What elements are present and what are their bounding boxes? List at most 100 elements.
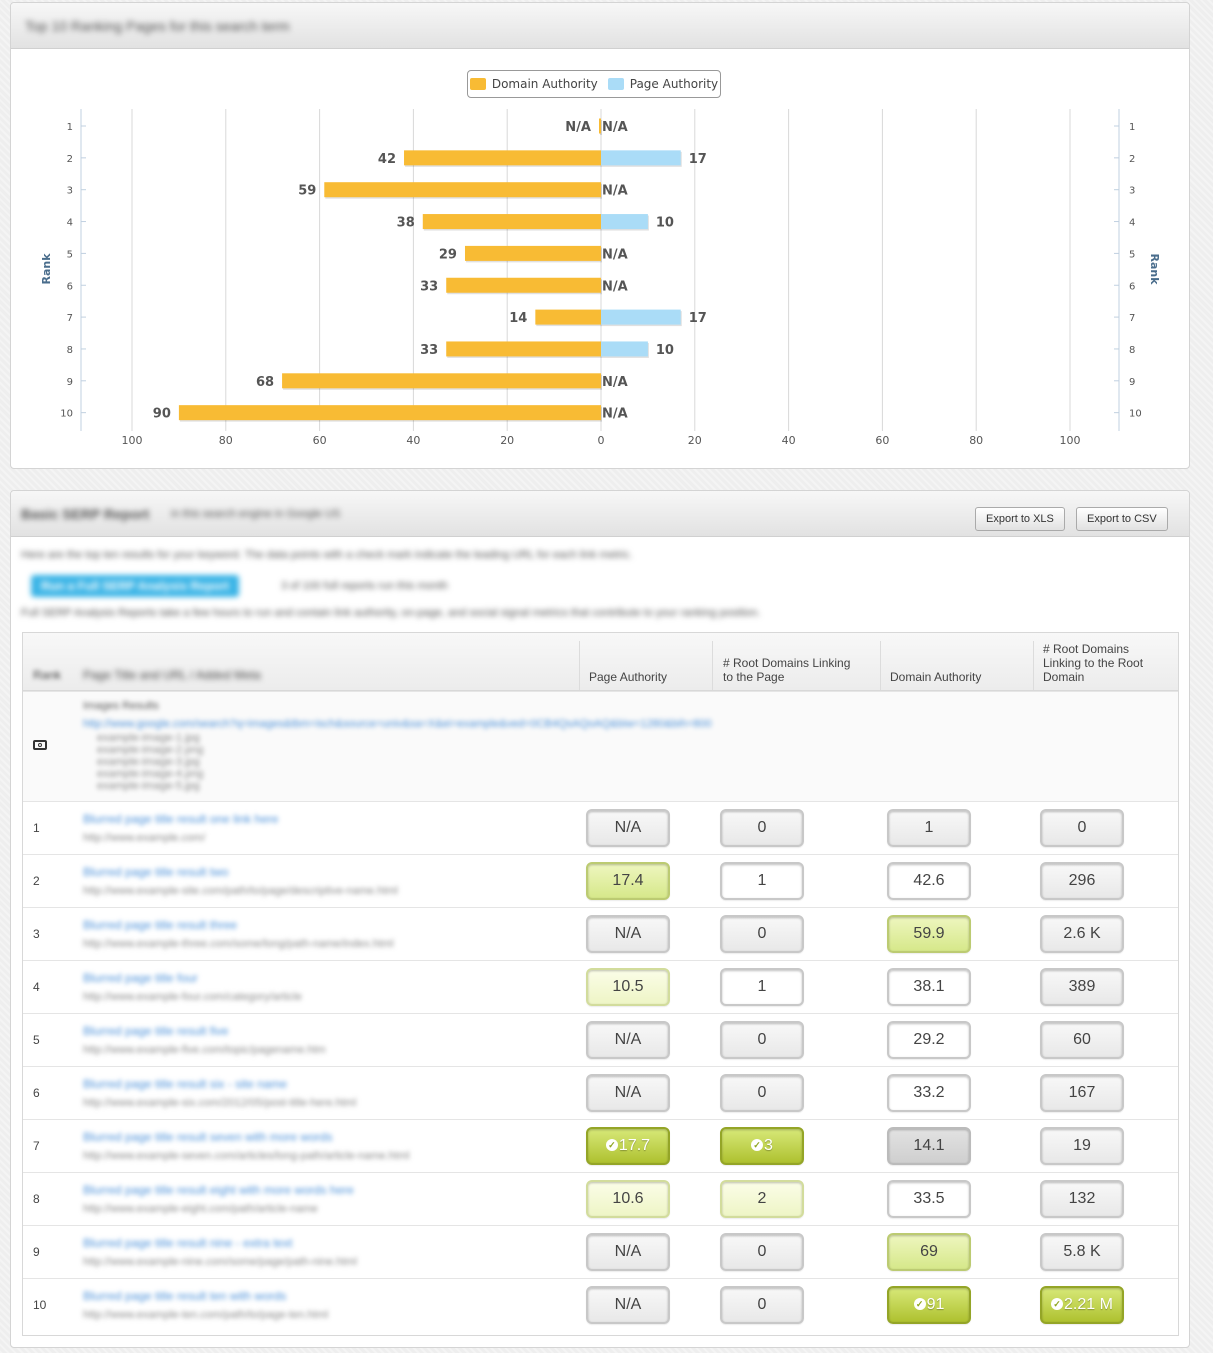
domain-authority-label: 14 <box>509 311 527 326</box>
x-tick-label: 20 <box>688 434 702 447</box>
legend-label-page-authority: Page Authority <box>629 77 719 91</box>
domain-authority-text: 14.1 <box>913 1137 945 1154</box>
root-domains-domain-text: 60 <box>1073 1031 1091 1048</box>
result-title-link[interactable]: Blurred page title result nine - extra t… <box>83 1236 293 1250</box>
chart-panel-header: Top 10 Ranking Pages for this search ter… <box>11 3 1189 49</box>
root-domains-page-value: 0 <box>720 1233 804 1271</box>
domain-authority-bar <box>422 214 601 230</box>
page-authority-bar <box>601 150 681 166</box>
serp-panel-header: Basic SERP Report in this search engine … <box>11 491 1189 537</box>
page-authority-bar <box>601 341 648 357</box>
run-full-serp-button[interactable]: Run a Full SERP Analysis Report <box>31 575 240 597</box>
page-authority-bar <box>601 309 681 325</box>
page-authority-label: N/A <box>602 407 628 422</box>
col-header-page-authority[interactable]: Page Authority <box>589 670 668 684</box>
root-domains-domain-value: 5.8 K <box>1040 1233 1124 1271</box>
result-url-cell: Blurred page title result seven with mor… <box>83 1130 409 1162</box>
x-tick-label: 40 <box>782 434 796 447</box>
result-url-cell: Blurred page title result one link here h… <box>83 812 278 844</box>
root-domains-page-value: 0 <box>720 1021 804 1059</box>
result-title-link[interactable]: Blurred page title result five <box>83 1024 229 1038</box>
result-title-link[interactable]: Blurred page title result ten with words <box>83 1289 287 1303</box>
result-url-text: http://www.example.com/ <box>83 832 206 844</box>
result-title-link[interactable]: Blurred page title result eight with mor… <box>83 1183 354 1197</box>
col-header-root-domains-domain[interactable]: # Root Domains Linking to the Root Domai… <box>1043 642 1144 684</box>
result-title-link[interactable]: Blurred page title result one link here <box>83 812 279 826</box>
domain-authority-bar <box>324 182 601 198</box>
col-divider <box>712 641 713 690</box>
rank-cell: 4 <box>33 980 40 994</box>
root-domains-domain-text: 389 <box>1068 978 1096 995</box>
root-domains-page-value: 1 <box>720 968 804 1006</box>
bar-chart: 100 80 60 40 20 0 20 40 60 80 100 Rank Rank 1 1 N/A N/A 2… <box>40 109 1161 447</box>
domain-authority-label: 59 <box>298 184 316 199</box>
page-authority-text: N/A <box>614 1243 642 1260</box>
root-domains-domain-text: 0 <box>1077 819 1087 836</box>
table-header: Rank Page Title and URL / Added Meta Pag… <box>23 633 1178 691</box>
page-authority-label: 17 <box>689 311 707 326</box>
images-results-link[interactable]: http://www.google.com/search?q=images&tb… <box>83 718 712 730</box>
rank-cell: 3 <box>33 927 40 941</box>
image-result-item: example-image-3.jpg <box>97 756 200 768</box>
domain-authority-label: N/A <box>565 120 591 135</box>
table-row: 4 Blurred page title four http://www.examp… <box>23 960 1178 1013</box>
domain-authority-label: 90 <box>153 407 171 422</box>
result-title-link[interactable]: Blurred page title result three <box>83 918 238 932</box>
result-url-cell: Blurred page title result eight with mor… <box>83 1183 354 1215</box>
col-divider <box>880 641 881 690</box>
root-domains-domain-text: 5.8 K <box>1063 1243 1101 1260</box>
y-axis-title-right: Rank <box>1148 253 1161 285</box>
col-divider <box>579 641 580 690</box>
root-domains-domain-value: 0 <box>1040 809 1124 847</box>
root-domains-page-text: 1 <box>757 978 767 995</box>
y-tick-label-left: 3 <box>67 186 73 197</box>
domain-authority-text: 42.6 <box>913 872 945 889</box>
result-title-link[interactable]: Blurred page title four <box>83 971 198 985</box>
root-domains-page-text: 0 <box>757 1031 767 1048</box>
root-domains-domain-value: 167 <box>1040 1074 1124 1112</box>
domain-authority-text: 33.5 <box>913 1190 945 1207</box>
domain-authority-value: 14.1 <box>887 1127 971 1165</box>
export-xls-button[interactable]: Export to XLS <box>975 507 1065 531</box>
serp-intro-text: Here are the top ten results for your ke… <box>21 549 633 561</box>
export-csv-button[interactable]: Export to CSV <box>1076 507 1168 531</box>
result-title-link[interactable]: Blurred page title result two <box>83 865 229 879</box>
result-url-text: http://www.example-ten.com/path/to/page-… <box>83 1309 329 1321</box>
col-header-domain-authority[interactable]: Domain Authority <box>890 670 982 684</box>
table-row: 9 Blurred page title result nine - extra … <box>23 1225 1178 1278</box>
x-tick-label: 20 <box>500 434 514 447</box>
page-authority-label: N/A <box>602 375 628 390</box>
page-authority-value: 10.6 <box>586 1180 670 1218</box>
legend-item-page-authority[interactable]: Page Authority <box>607 77 719 91</box>
table-row: 2 Blurred page title result two http://www… <box>23 854 1178 907</box>
x-tick-label: 0 <box>598 434 605 447</box>
page-authority-value: N/A <box>586 1286 670 1324</box>
leading-check-icon: ✓ <box>913 1298 926 1310</box>
result-title-link[interactable]: Blurred page title result six - site nam… <box>83 1077 288 1091</box>
image-result-item: example-image-4.png <box>97 768 204 780</box>
domain-authority-text: 29.2 <box>913 1031 945 1048</box>
result-url-cell: Blurred page title result nine - extra t… <box>83 1236 357 1268</box>
result-title-link[interactable]: Blurred page title result seven with mor… <box>83 1130 333 1144</box>
col-header-root-domains-page[interactable]: # Root Domains Linking to the Page <box>723 656 851 684</box>
result-url-cell: Blurred page title result two http://www.… <box>83 865 398 897</box>
rank-cell: 10 <box>33 1298 47 1312</box>
x-tick-label: 80 <box>219 434 233 447</box>
domain-authority-label: 42 <box>378 152 396 167</box>
legend-item-domain-authority[interactable]: Domain Authority <box>469 77 598 91</box>
y-tick-label-right: 2 <box>1129 154 1135 165</box>
y-tick-label-left: 7 <box>67 313 73 324</box>
leading-check-icon: ✓ <box>605 1139 618 1151</box>
image-result-item: example-image-5.jpg <box>97 780 200 792</box>
root-domains-page-text: 1 <box>757 872 767 889</box>
legend-label-domain-authority: Domain Authority <box>491 77 598 91</box>
page-authority-value: 17.4 <box>586 862 670 900</box>
leading-check-icon: ✓ <box>1051 1298 1064 1310</box>
col-header-rank[interactable]: Rank <box>33 668 62 682</box>
root-domains-page-text: 0 <box>757 1296 767 1313</box>
col-header-url[interactable]: Page Title and URL / Added Meta <box>83 668 261 682</box>
domain-authority-bar <box>404 150 601 166</box>
chart-legend[interactable]: Domain Authority Page Authority <box>467 70 721 98</box>
page-authority-value: N/A <box>586 809 670 847</box>
domain-authority-label: 33 <box>420 279 438 294</box>
